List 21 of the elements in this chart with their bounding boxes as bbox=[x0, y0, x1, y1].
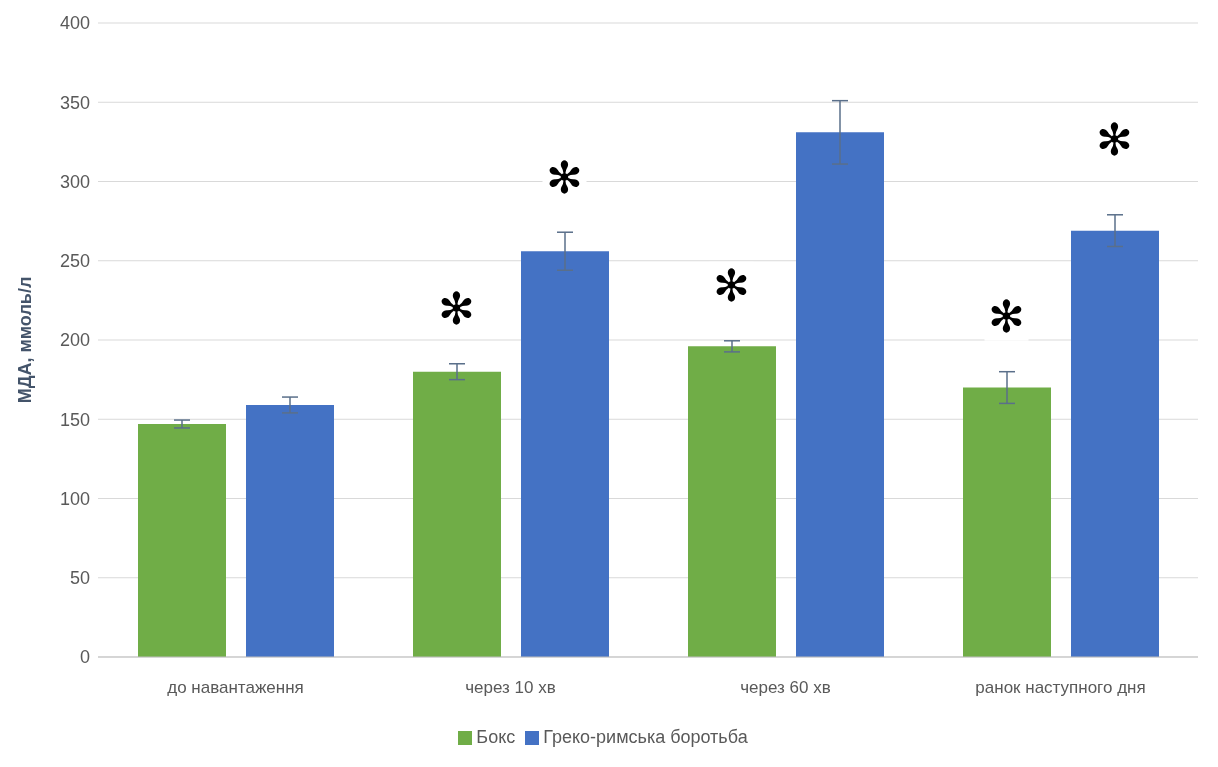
x-tick-label: через 10 хв bbox=[465, 678, 556, 698]
y-tick-label: 0 bbox=[79, 647, 90, 668]
y-tick-label: 200 bbox=[59, 330, 90, 351]
annotation: ✻ bbox=[713, 261, 750, 311]
x-tick-label: через 60 хв bbox=[740, 678, 831, 698]
y-tick-label: 350 bbox=[59, 92, 90, 113]
y-axis-title: МДА, ммоль/л bbox=[15, 276, 36, 404]
x-tick-label: ранок наступного дня bbox=[975, 678, 1146, 698]
legend-label: Бокс bbox=[476, 727, 516, 747]
y-tick-label: 300 bbox=[59, 171, 90, 192]
annotation: ✻ bbox=[1096, 115, 1133, 165]
legend-label: Греко-римська боротьба bbox=[543, 727, 748, 747]
annotation: ✻ bbox=[988, 292, 1025, 342]
annotation: ✻ bbox=[438, 284, 475, 334]
annotation: ✻ bbox=[546, 152, 583, 202]
y-tick-label: 150 bbox=[59, 409, 90, 430]
y-tick-label: 250 bbox=[59, 251, 90, 272]
y-tick-label: 50 bbox=[69, 568, 90, 589]
x-tick-label: до навантаження bbox=[167, 678, 304, 698]
y-tick-label: 100 bbox=[59, 488, 90, 509]
y-tick-label: 400 bbox=[59, 13, 90, 34]
